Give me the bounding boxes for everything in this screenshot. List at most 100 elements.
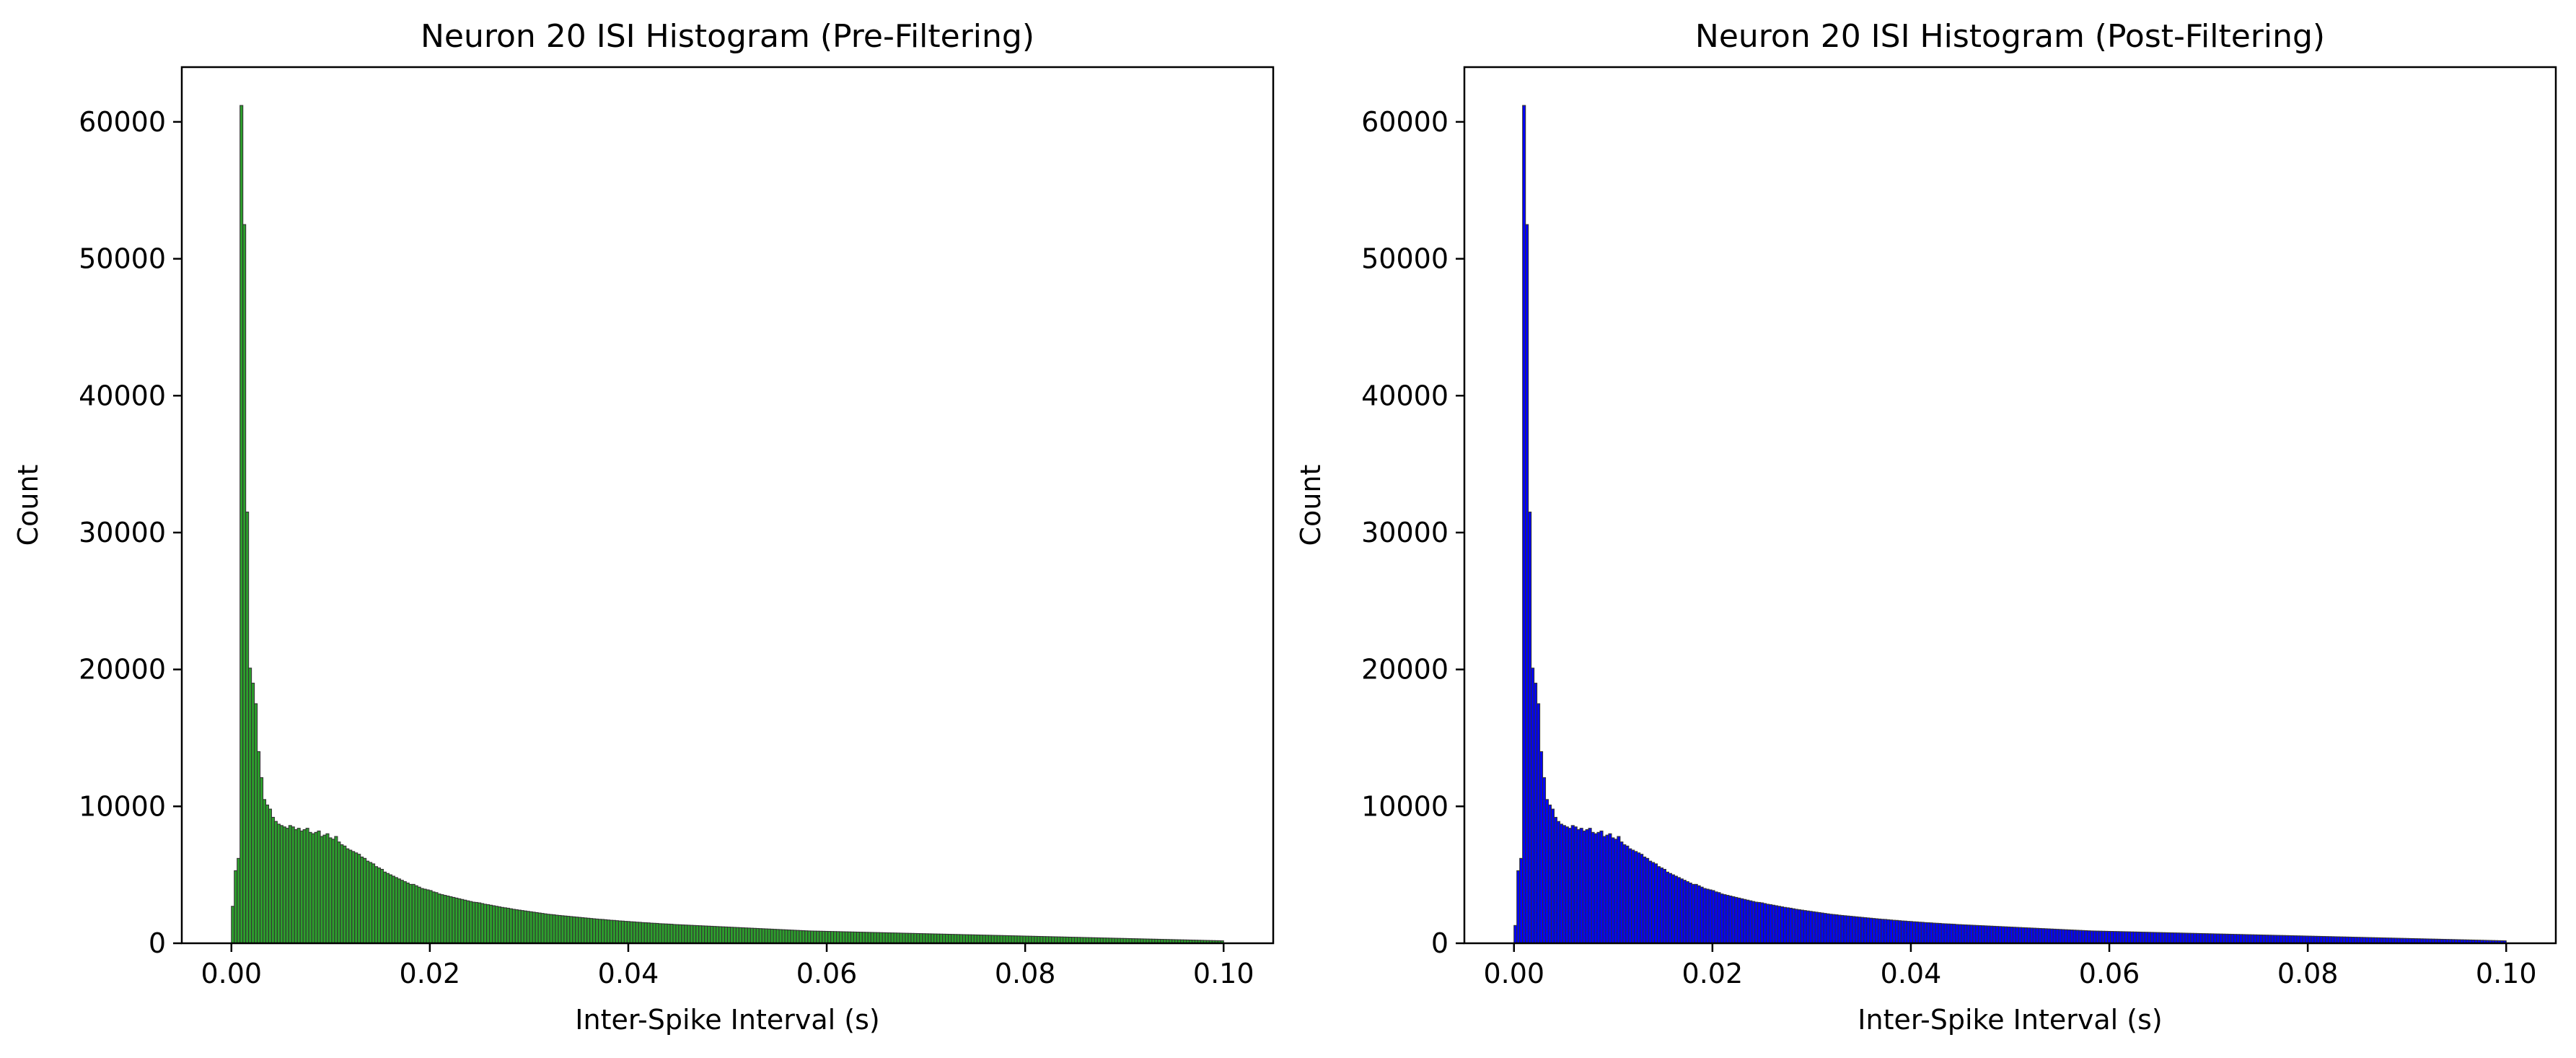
histogram-bar: [928, 933, 932, 944]
histogram-bar: [1723, 894, 1727, 944]
histogram-bar: [804, 930, 809, 944]
histogram-bar: [890, 932, 894, 944]
histogram-bar: [2121, 931, 2126, 944]
histogram-bar: [2113, 931, 2117, 944]
histogram-bar: [755, 927, 760, 944]
histogram-bar: [1659, 867, 1664, 944]
x-tick-label: 0.02: [1682, 958, 1744, 989]
histogram-bar: [1634, 851, 1638, 944]
histogram-bar: [1619, 841, 1624, 944]
histogram-bar: [1938, 922, 1942, 944]
histogram-bar: [2153, 932, 2157, 944]
histogram-bar: [1998, 926, 2003, 944]
histogram-bar: [483, 904, 488, 944]
histogram-bar: [1958, 924, 1962, 944]
histogram-bar: [1585, 829, 1589, 944]
histogram-bar: [1917, 922, 1922, 944]
histogram-bar: [2230, 934, 2235, 944]
y-tick-label: 40000: [1361, 380, 1449, 411]
histogram-bar: [1714, 891, 1718, 944]
histogram-bar: [2067, 929, 2071, 944]
histogram-bar: [1987, 925, 1991, 944]
histogram-bar: [1751, 901, 1756, 944]
histogram-bar: [497, 906, 502, 944]
histogram-bar: [847, 931, 851, 944]
histogram-bar: [1978, 924, 1982, 944]
histogram-bar: [1872, 918, 1876, 944]
histogram-bar: [1749, 900, 1753, 944]
histogram-bar: [2090, 930, 2094, 944]
histogram-bar: [2135, 931, 2140, 944]
histogram-bar: [841, 931, 846, 944]
histogram-bar: [426, 889, 430, 944]
histogram-bar: [836, 931, 840, 944]
histogram-bar: [825, 930, 829, 944]
histogram-bar: [491, 905, 496, 944]
histogram-bar: [391, 875, 395, 944]
histogram-bar: [882, 932, 886, 944]
histogram-bar: [581, 917, 585, 944]
histogram-bar: [646, 922, 651, 944]
histogram-bar: [486, 904, 491, 944]
histogram-bar: [778, 929, 783, 944]
histogram-bar: [1057, 936, 1061, 944]
histogram-bar: [687, 924, 691, 944]
histogram-bar: [2228, 933, 2232, 944]
histogram-bar: [1068, 937, 1073, 944]
histogram-bar: [2055, 929, 2060, 944]
histogram-bar: [285, 828, 289, 944]
histogram-bar: [2006, 926, 2011, 944]
histogram-bar: [1676, 877, 1681, 944]
histogram-bar: [964, 934, 969, 944]
histogram-bar: [2202, 933, 2206, 944]
histogram-bar: [1803, 910, 1807, 944]
histogram-bar: [1984, 925, 1988, 944]
histogram-bar: [787, 930, 791, 944]
histogram-bar: [1797, 909, 1801, 944]
histogram-bar: [732, 927, 737, 944]
histogram-bar: [2282, 935, 2286, 944]
histogram-bar: [454, 897, 459, 944]
histogram-bar: [1840, 914, 1845, 944]
histogram-bar: [1883, 919, 1888, 944]
histogram-bar: [2322, 936, 2326, 944]
histogram-bar: [414, 885, 418, 944]
y-axis-label: Count: [12, 465, 44, 546]
histogram-bar: [1565, 826, 1569, 944]
histogram-bar: [472, 901, 476, 944]
histogram-bar: [1645, 857, 1650, 944]
histogram-bar: [598, 919, 602, 944]
histogram-bar: [357, 854, 361, 944]
histogram-bar: [1553, 816, 1557, 944]
histogram-bar: [1648, 860, 1653, 944]
histogram-bar: [1048, 936, 1052, 944]
histogram-bar: [1702, 888, 1707, 944]
histogram-bar: [1769, 904, 1773, 944]
histogram-bar: [1780, 906, 1785, 944]
histogram-bar: [948, 934, 952, 944]
histogram-bar: [632, 921, 636, 944]
histogram-bar: [1031, 935, 1035, 944]
histogram-bar: [721, 926, 726, 944]
histogram-bar: [452, 896, 456, 944]
histogram-bar: [1002, 935, 1006, 944]
histogram-bar: [1596, 831, 1601, 944]
histogram-bar: [1513, 924, 1518, 944]
histogram-bar: [1754, 901, 1759, 944]
histogram-bar: [334, 836, 338, 944]
histogram-bar: [1682, 880, 1687, 944]
histogram-bar: [609, 919, 614, 944]
histogram-bar: [1832, 914, 1836, 944]
histogram-bar: [2285, 935, 2289, 944]
histogram-bar: [813, 930, 817, 944]
histogram-bar: [2279, 935, 2283, 944]
histogram-bar: [520, 910, 524, 944]
histogram-bar: [2015, 927, 2019, 944]
histogram-bar: [1570, 825, 1575, 944]
histogram-bar: [1674, 875, 1678, 944]
histogram-bar: [1534, 683, 1538, 944]
histogram-bar: [2305, 935, 2309, 944]
histogram-panel-post-filtering: 0.00 0.02 0.04 0.06 0.08 0.10 0 10000 20000 30000…: [1295, 18, 2557, 1036]
histogram-bar: [363, 857, 367, 944]
histogram-bar: [799, 930, 803, 944]
